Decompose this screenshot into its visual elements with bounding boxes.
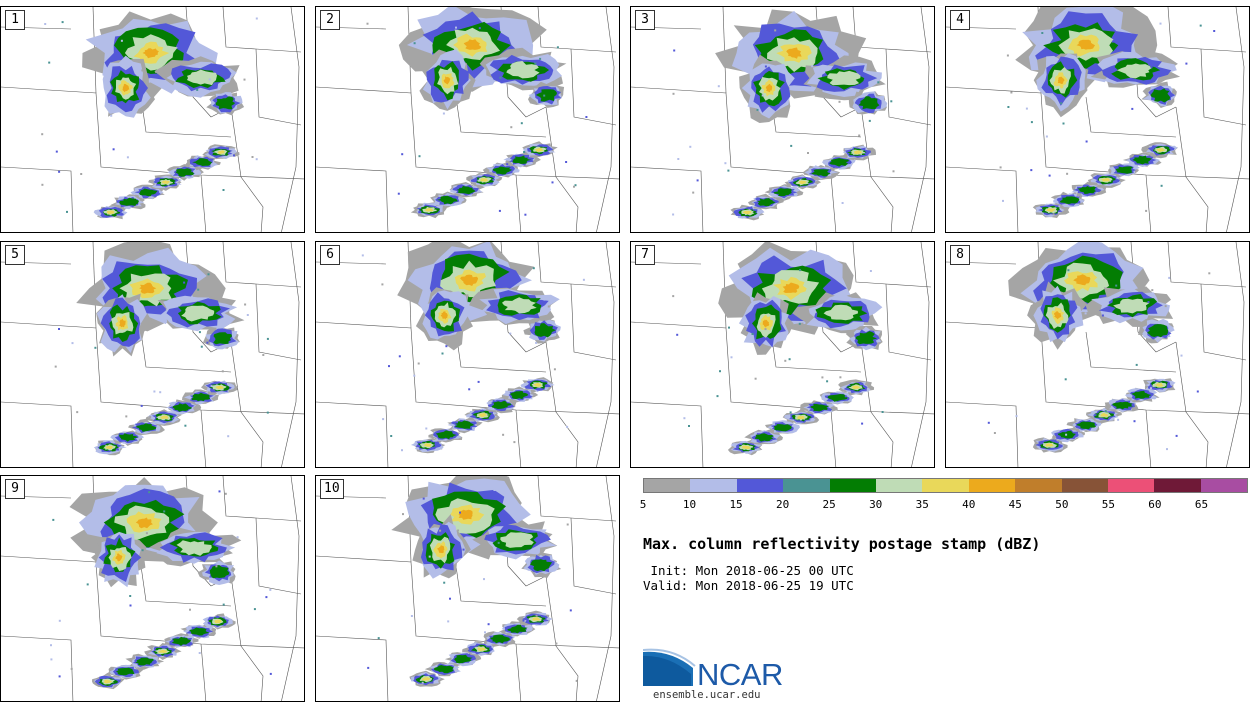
valid-time: Valid: Mon 2018-06-25 19 UTC: [643, 578, 854, 593]
reflectivity-field: [54, 242, 269, 456]
ensemble-member-panel: 4: [945, 6, 1250, 233]
colorbar-segment: [1154, 479, 1201, 492]
colorbar-segment: [690, 479, 737, 492]
reflectivity-field: [672, 242, 884, 456]
panel-member-label: 2: [320, 10, 340, 30]
reflectivity-colorbar: [643, 478, 1248, 493]
reflectivity-field: [361, 242, 585, 454]
colorbar-tick-label: 55: [1101, 498, 1115, 511]
colorbar-tick-label: 25: [822, 498, 836, 511]
colorbar-tick-label: 35: [915, 498, 929, 511]
ensemble-member-panel: 7: [630, 241, 935, 468]
colorbar-segment: [922, 479, 969, 492]
reflectivity-field: [41, 11, 258, 220]
colorbar-tick-label: 30: [869, 498, 883, 511]
ensemble-member-panel: 5: [0, 241, 305, 468]
ensemble-member-panel: 9: [0, 475, 305, 702]
colorbar-tick-label: 10: [682, 498, 697, 511]
ensemble-member-panel: 6: [315, 241, 620, 468]
colorbar-segment: [968, 479, 1016, 492]
panel-member-label: 8: [950, 245, 970, 265]
ensemble-member-panel: 3: [630, 6, 935, 233]
figure-title: Max. column reflectivity postage stamp (…: [643, 535, 1041, 553]
colorbar-tick-label: 45: [1008, 498, 1022, 511]
ensemble-member-panel: 10: [315, 475, 620, 702]
reflectivity-field: [50, 477, 272, 690]
colorbar-segment: [1107, 479, 1155, 492]
reflectivity-field: [672, 9, 895, 221]
reflectivity-field: [366, 7, 588, 219]
logo-wordmark: NCAR: [697, 657, 783, 692]
ncar-logo-icon: [643, 648, 696, 686]
colorbar-tick-label: 50: [1055, 498, 1069, 511]
colorbar-segment: [783, 479, 830, 492]
panel-member-label: 9: [5, 479, 25, 499]
colorbar-segment: [875, 479, 923, 492]
colorbar-segment: [736, 479, 784, 492]
panel-member-label: 3: [635, 10, 655, 30]
colorbar-tick-label: 15: [729, 498, 743, 511]
panel-member-label: 6: [320, 245, 340, 265]
panel-member-label: 7: [635, 245, 655, 265]
colorbar-segment: [1061, 479, 1108, 492]
colorbar-segment: [1200, 479, 1248, 492]
colorbar-tick-label: 20: [775, 498, 790, 511]
logo-url: ensemble.ucar.edu: [653, 689, 761, 701]
panel-member-label: 10: [320, 479, 344, 499]
ensemble-member-panel: 8: [945, 241, 1250, 468]
ensemble-member-panel: 1: [0, 6, 305, 233]
colorbar-segment: [644, 479, 691, 492]
colorbar-tick-label: 5: [639, 498, 647, 511]
colorbar-tick-label: 40: [962, 498, 976, 511]
reflectivity-field: [987, 242, 1211, 453]
reflectivity-field: [999, 7, 1216, 218]
colorbar-tick-label: 65: [1194, 498, 1209, 511]
init-time: Init: Mon 2018-06-25 00 UTC: [643, 563, 854, 578]
panel-member-label: 1: [5, 10, 25, 30]
ensemble-member-panel: 2: [315, 6, 620, 233]
colorbar-segment: [1015, 479, 1062, 492]
colorbar-tick-label: 60: [1148, 498, 1162, 511]
reflectivity-field: [367, 476, 578, 687]
panel-member-label: 4: [950, 10, 970, 30]
colorbar-ticks: 5 10 15 20 25 30 35 40 45 50 55 60 65: [639, 498, 1248, 514]
panel-member-label: 5: [5, 245, 25, 265]
colorbar-segment: [829, 479, 876, 492]
